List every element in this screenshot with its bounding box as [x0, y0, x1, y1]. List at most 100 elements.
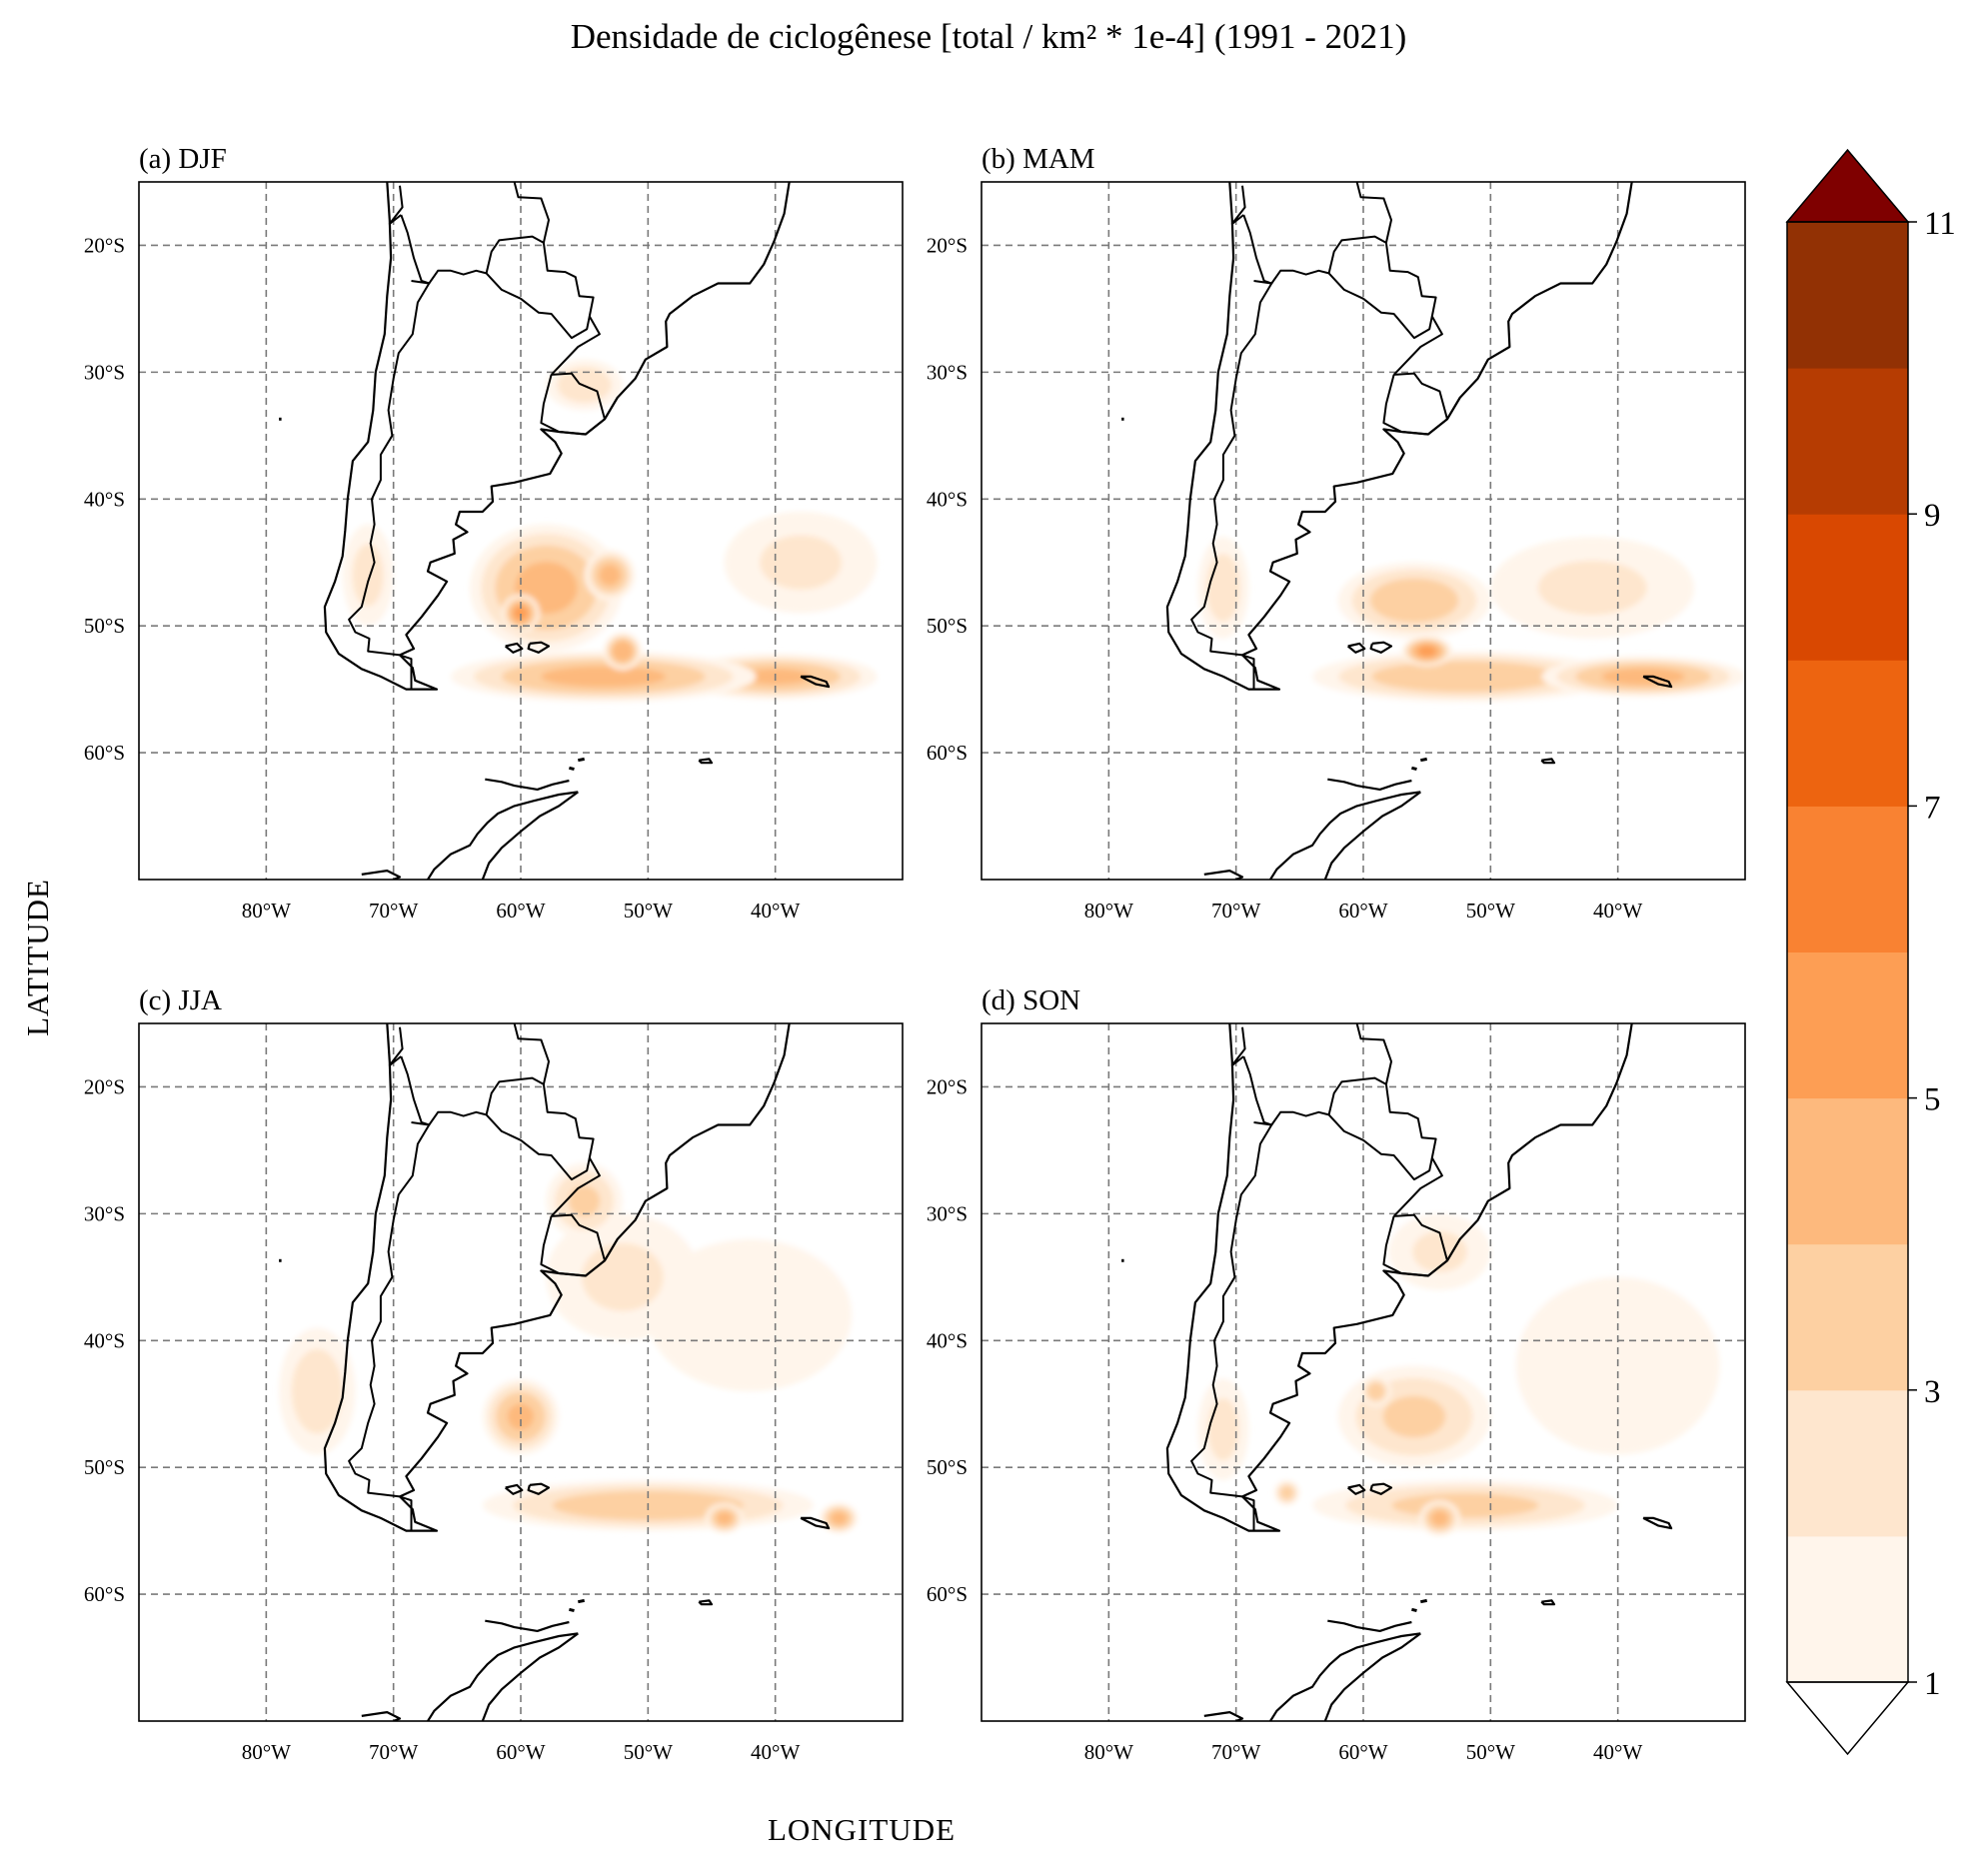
density-contour [1279, 1485, 1294, 1500]
colorbar-segment [1787, 1243, 1908, 1391]
border-chile-argentina [1190, 280, 1273, 690]
border-brazil-uruguay-coast [1446, 1238, 1461, 1261]
border-peru-chile-bolivia [1230, 1026, 1246, 1066]
coastline-antarctic-peninsula [1269, 791, 1421, 880]
coastline-falklands-west [1347, 642, 1366, 654]
border-argentina-north [428, 1110, 601, 1217]
coastline-south-america [323, 182, 791, 691]
lon-tick-label: 40°W [1593, 899, 1642, 923]
coastline-antarctic-peninsula-east [481, 791, 579, 880]
coastline-antarctic-peninsula [427, 1632, 579, 1721]
coastlines [1121, 182, 1673, 880]
lat-tick-label: 50°S [84, 614, 125, 638]
island-outline [578, 757, 585, 763]
lon-tick-label: 50°W [1466, 899, 1515, 923]
coastline-alexander-island [1203, 870, 1244, 880]
coastlines [279, 182, 831, 880]
coastline-south-america [1165, 182, 1633, 691]
density-contour [1382, 1395, 1446, 1438]
panel-title: (b) MAM [982, 143, 1095, 175]
density-contour [1369, 578, 1459, 623]
density-contour [831, 1511, 848, 1525]
coastline-south-shetlands [1327, 1619, 1412, 1632]
coastline-south-orkney [698, 758, 714, 765]
coastline-antarctic-peninsula-east [1323, 1632, 1421, 1721]
map-panel-jja: (c) JJA 80°W 70°W 60°W 50°W 40°W 20°S 30°S 40°S 5… [84, 984, 904, 1764]
lat-tick-label: 20°S [927, 1074, 968, 1098]
island-outline [1411, 1607, 1417, 1613]
border-chile-argentina [1190, 1121, 1273, 1531]
border-bolivia-east [1355, 1023, 1392, 1085]
colorbar-segment [1787, 1097, 1908, 1245]
colorbar-tick-label: 5 [1924, 1082, 1941, 1118]
lon-tick-label: 70°W [1211, 899, 1260, 923]
island-outline [569, 766, 575, 772]
coastline-falklands-west [505, 642, 524, 654]
lon-tick-label: 50°W [1466, 1740, 1515, 1764]
coastline-antarctic-peninsula-east [1323, 791, 1421, 880]
lat-tick-label: 30°S [84, 360, 125, 384]
density-contour [1417, 646, 1436, 658]
density-field [279, 1162, 859, 1534]
lat-tick-label: 40°S [927, 1328, 968, 1352]
coastline-south-america [323, 1023, 791, 1532]
density-contour [716, 1511, 733, 1525]
colorbar-frame [1786, 221, 1909, 1683]
y-axis-label: LATITUDE [20, 879, 55, 1036]
panel-title: (a) DJF [139, 143, 227, 175]
density-contour [1207, 1398, 1239, 1461]
coastline-south-orkney [698, 1599, 714, 1606]
lat-tick-label: 40°S [84, 487, 125, 511]
density-contour [612, 641, 634, 662]
lat-tick-label: 60°S [927, 741, 968, 765]
density-contour [1205, 554, 1240, 622]
colorbar-segment [1787, 951, 1908, 1099]
panel-frame [138, 1022, 904, 1722]
lat-tick-label: 20°S [927, 233, 968, 257]
lon-tick-label: 70°W [369, 899, 418, 923]
colorbar-tick-label: 9 [1924, 498, 1941, 534]
border-peru-chile-bolivia [388, 1026, 404, 1066]
density-contour [1391, 1493, 1539, 1518]
border-brazil-uruguay-coast [604, 397, 619, 420]
lat-tick-label: 30°S [927, 1201, 968, 1225]
lat-tick-label: 50°S [927, 614, 968, 638]
density-contour [582, 1242, 664, 1311]
colorbar-extend-min [1785, 1681, 1910, 1756]
density-contour [352, 544, 384, 607]
coastline-antarctic-peninsula [1269, 1632, 1421, 1721]
coastline-south-shetlands [485, 778, 570, 791]
colorbar-tick-label: 1 [1924, 1666, 1941, 1702]
coastline-antarctic-peninsula [427, 791, 579, 880]
border-peru-chile-bolivia [1230, 185, 1246, 225]
border-uruguay [1382, 1213, 1448, 1277]
lat-tick-label: 50°S [927, 1455, 968, 1479]
map-panels: (a) DJF 80°W 70°W 60°W 50°W 40°W 20°S 30°S 40°S 5… [84, 143, 1746, 1764]
border-paraguay-north [485, 1076, 595, 1158]
lat-tick-label: 40°S [927, 487, 968, 511]
gridlines [139, 182, 903, 880]
coastline-south-georgia [800, 1516, 831, 1530]
colorbar: 1 3 5 7 9 11 [1785, 148, 1956, 1756]
colorbar-segment [1787, 1535, 1908, 1683]
border-bolivia-chile [1242, 1055, 1272, 1126]
density-contour [1537, 560, 1647, 616]
island-outline [1411, 766, 1417, 772]
border-uruguay [540, 372, 606, 436]
border-paraguay-north [1327, 235, 1437, 317]
coastline-south-shetlands [485, 1619, 570, 1632]
colorbar-segment [1787, 368, 1908, 515]
border-bolivia-east [1355, 182, 1392, 244]
density-contour [514, 606, 528, 621]
coastline-south-georgia [800, 675, 831, 689]
lon-tick-label: 80°W [1084, 1740, 1133, 1764]
border-paraguay-north [1327, 1076, 1437, 1158]
panel-frame [138, 181, 904, 881]
density-field [1197, 537, 1745, 703]
density-contour [599, 565, 621, 586]
border-argentina-north [1270, 1110, 1443, 1217]
border-chile-argentina [348, 1121, 431, 1531]
coastline-south-georgia [1642, 1516, 1673, 1530]
density-contour [760, 535, 842, 590]
